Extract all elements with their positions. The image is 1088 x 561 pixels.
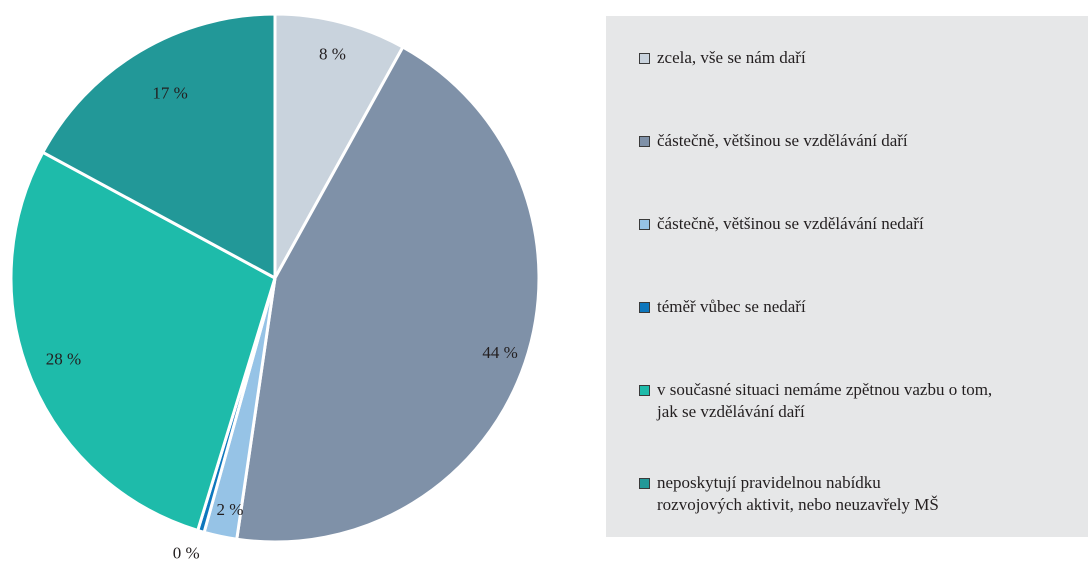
pie-slice (41, 12, 277, 280)
slice-value-label: 17 % (152, 84, 187, 103)
legend-label: zcela, vše se nám daří (657, 48, 806, 67)
pie-chart: 8 % 44 % 2 % 0 % 28 % 17 % (9, 12, 541, 561)
legend-item: téměř vůbec se nedaří (639, 296, 1079, 318)
legend-swatch (639, 136, 650, 147)
legend-swatch (639, 478, 650, 489)
legend-label: v současné situaci nemáme zpětnou vazbu … (657, 380, 993, 421)
pie-slice (273, 12, 405, 280)
legend-label: neposkytují pravidelnou nabídku rozvojov… (657, 473, 939, 514)
legend-item: částečně, většinou se vzdělávání daří (639, 130, 1079, 152)
legend-label: částečně, většinou se vzdělávání daří (657, 131, 908, 150)
slice-value-label: 28 % (46, 349, 81, 368)
legend-item: v současné situaci nemáme zpětnou vazbu … (639, 379, 1079, 423)
legend-swatch (639, 302, 650, 313)
pie-slice (9, 150, 277, 532)
pie-slice (235, 45, 541, 544)
legend-item: částečně, většinou se vzdělávání nedaří (639, 213, 1079, 235)
legend-label: téměř vůbec se nedaří (657, 297, 806, 316)
slice-value-label: 8 % (319, 45, 346, 64)
slice-value-label: 0 % (173, 543, 200, 561)
legend-label: částečně, většinou se vzdělávání nedaří (657, 214, 924, 233)
legend: zcela, vše se nám daří částečně, většino… (606, 16, 1088, 537)
legend-swatch (639, 219, 650, 230)
legend-item: neposkytují pravidelnou nabídku rozvojov… (639, 472, 1079, 516)
slice-value-label: 2 % (216, 500, 243, 519)
legend-swatch (639, 385, 650, 396)
legend-item: zcela, vše se nám daří (639, 47, 1079, 69)
slice-value-label: 44 % (482, 343, 517, 362)
legend-swatch (639, 53, 650, 64)
